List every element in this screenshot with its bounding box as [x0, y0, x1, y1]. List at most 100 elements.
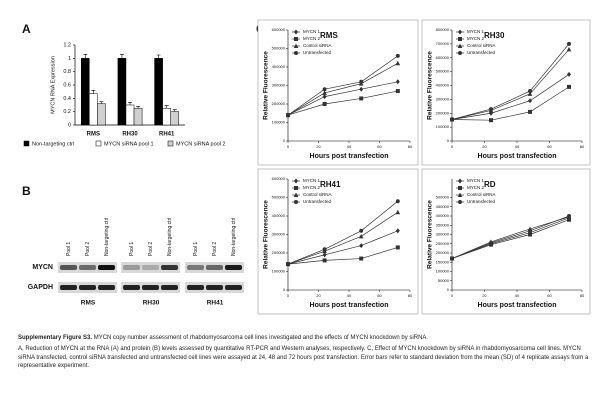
y-axis-label: Relative Fluorescence	[427, 200, 434, 269]
x-tick-label: 20	[316, 144, 321, 149]
x-tick-label: 0	[287, 144, 290, 149]
data-point	[395, 209, 401, 215]
data-point	[322, 247, 327, 252]
y-tick-label: 100000	[272, 120, 286, 125]
error-bar	[91, 90, 96, 94]
bar	[97, 103, 106, 126]
lane-label: Pool 1	[193, 242, 199, 256]
x-tick-label: RH30	[122, 132, 138, 138]
x-axis-label: Hours post transfection	[478, 153, 557, 160]
data-line	[287, 55, 399, 116]
blot-band	[225, 265, 242, 270]
blot-band	[60, 285, 77, 290]
y-tick-label: 400000	[436, 213, 450, 218]
chart-title: RD	[484, 180, 496, 189]
legend-marker	[458, 178, 462, 184]
data-point	[286, 262, 290, 267]
y-tick-label: 500000	[436, 69, 450, 74]
bar	[89, 93, 98, 126]
y-tick-label: 0	[68, 122, 71, 128]
y-tick-label: 300000	[272, 232, 286, 237]
y-tick-label: 200000	[272, 101, 286, 106]
x-tick-label: 60	[377, 144, 382, 149]
legend-marker	[458, 186, 462, 190]
lane-label: Non-targeting ctrl	[231, 218, 237, 256]
blot-band	[142, 265, 159, 270]
data-point	[489, 107, 493, 112]
caption-line: Supplementary Figure S3. MYCN copy numbe…	[18, 334, 590, 342]
y-tick-label: 100000	[436, 269, 450, 274]
caption-label: Supplementary Figure S3.	[18, 335, 93, 341]
blot-band	[79, 285, 96, 290]
data-point	[567, 84, 571, 89]
y-axis-label: Relative Fluorescence	[263, 51, 270, 120]
caption: Supplementary Figure S3. MYCN copy numbe…	[18, 334, 590, 374]
data-point	[395, 199, 400, 204]
y-tick-label: 450000	[436, 204, 450, 209]
y-tick-label: 1	[68, 56, 71, 62]
data-point	[395, 60, 401, 66]
data-point	[528, 98, 532, 104]
bar	[162, 108, 171, 126]
x-tick-label: 0	[451, 293, 454, 298]
data-line	[287, 90, 398, 116]
legend-label: MYCN 2	[303, 185, 320, 190]
blot-row-label: MYCN	[32, 264, 53, 271]
chart-title: RH41	[320, 180, 341, 189]
legend-label: MYCN 2	[467, 36, 484, 41]
data-line	[287, 62, 398, 116]
data-point	[450, 117, 454, 122]
data-point	[358, 233, 364, 239]
panel-label: A	[22, 22, 31, 36]
caption-body: A, Reduction of MYCN at the RNA (A) and …	[18, 346, 589, 370]
legend-marker	[458, 29, 462, 35]
x-tick-label: 20	[482, 144, 487, 149]
x-tick-label: 80	[580, 293, 585, 298]
y-tick-label: 1.2	[63, 42, 71, 48]
legend-marker	[294, 186, 298, 190]
legend-label: MYCN siRNA pool 2	[176, 141, 226, 147]
y-tick-label: 0	[283, 287, 286, 292]
legend-marker	[293, 43, 299, 48]
data-point	[528, 228, 532, 233]
legend-label: Control siRNA	[303, 192, 332, 197]
legend-marker	[458, 51, 462, 55]
data-line	[287, 212, 398, 265]
data-line	[287, 81, 398, 116]
legend-marker	[294, 178, 298, 184]
data-line	[451, 86, 570, 121]
x-tick-label: 60	[547, 144, 552, 149]
legend-label: MYCN 2	[303, 36, 320, 41]
data-point	[395, 245, 400, 250]
y-tick-label: 400000	[436, 83, 450, 88]
blot-band	[187, 265, 204, 270]
bar	[170, 111, 180, 126]
data-line	[287, 200, 399, 265]
data-point	[528, 232, 532, 237]
bar	[80, 58, 90, 126]
legend-swatch	[23, 140, 30, 147]
y-tick-label: 0.4	[63, 96, 71, 102]
blot-band	[225, 285, 242, 290]
legend-label: Control siRNA	[467, 192, 496, 197]
blot-band	[206, 265, 223, 270]
data-line	[287, 230, 398, 265]
data-line	[451, 74, 570, 120]
legend-swatch	[95, 140, 102, 147]
data-point	[567, 217, 571, 222]
legend-label: MYCN 1	[467, 178, 484, 183]
legend-marker	[294, 51, 298, 55]
blot-group-label: RH30	[143, 300, 160, 307]
y-tick-label: 0	[447, 138, 450, 143]
y-tick-label: 500000	[436, 195, 450, 200]
legend-label: MYCN 1	[303, 178, 320, 183]
y-tick-label: 0	[447, 287, 450, 292]
data-point	[528, 109, 532, 114]
data-point	[322, 87, 327, 92]
legend-marker	[457, 192, 463, 197]
lane-label: Pool 2	[85, 242, 91, 256]
x-axis-label: Hours post transfection	[310, 153, 389, 160]
bar	[117, 58, 127, 126]
